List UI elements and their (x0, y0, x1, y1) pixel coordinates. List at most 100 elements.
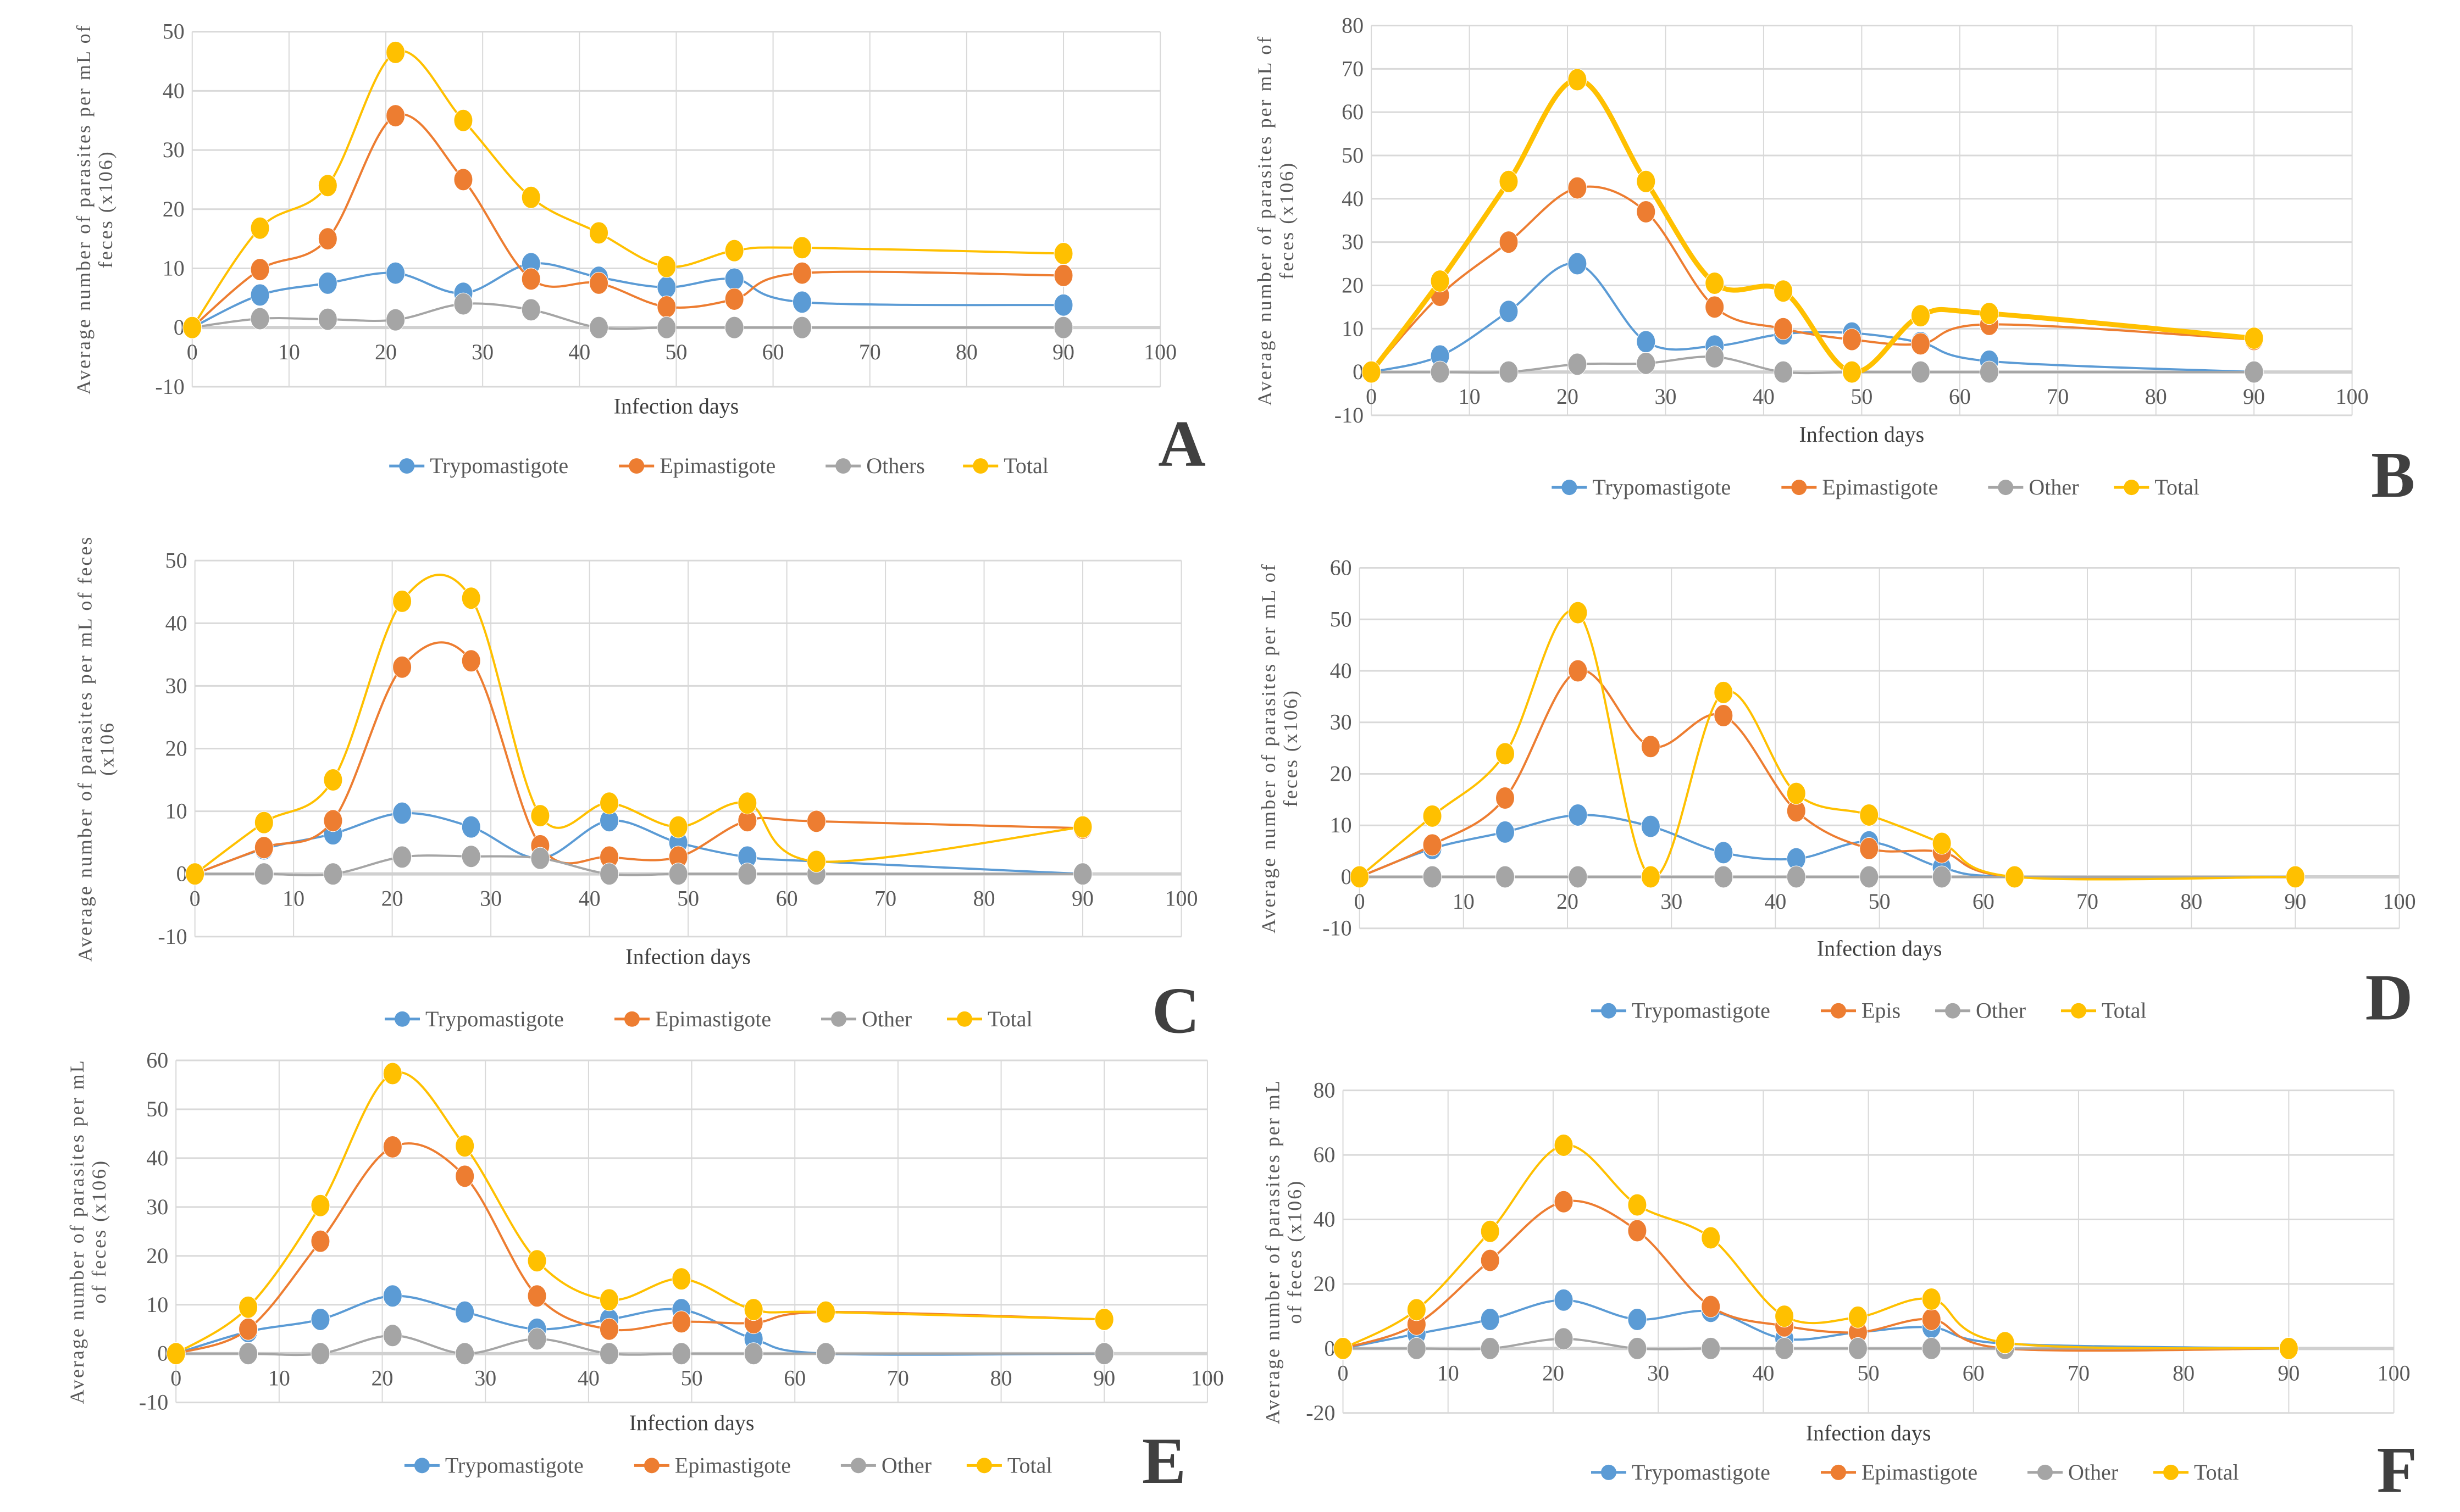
x-tick-label: 90 (2278, 1360, 2300, 1385)
data-point (250, 307, 270, 330)
data-point (657, 295, 677, 318)
legend-item: Trypomastigote (385, 1007, 564, 1031)
data-point (1627, 1193, 1647, 1216)
data-point (386, 308, 406, 331)
data-point (453, 109, 473, 132)
data-point (2244, 360, 2264, 383)
y-tick-label: 20 (163, 197, 185, 221)
y-tick-label: 20 (1314, 1271, 1336, 1296)
x-tick-label: 10 (1459, 384, 1481, 409)
data-point (668, 815, 688, 838)
y-tick-label: -20 (1306, 1400, 1335, 1425)
legend-marker (831, 1011, 846, 1027)
y-axis-label-line: of feces (x106) (1283, 1180, 1305, 1324)
x-tick-label: 100 (1144, 340, 1177, 364)
data-point (1350, 865, 1370, 888)
y-axis-label-line: feces (x106) (1276, 162, 1298, 280)
data-point (239, 1342, 258, 1365)
legend-item: Trypomastigote (389, 453, 568, 478)
data-point (386, 104, 406, 127)
data-point (1422, 833, 1442, 857)
y-axis-label-line: Average number of parasites per mL (66, 1059, 88, 1404)
x-tick-label: 50 (1869, 889, 1891, 914)
legend-marker (1945, 1003, 1960, 1019)
data-point (1774, 280, 1793, 303)
data-point (455, 1135, 475, 1158)
legend-marker (2124, 480, 2140, 496)
data-point (1094, 1308, 1114, 1331)
data-point (1627, 1219, 1647, 1242)
series-total (1333, 1133, 2298, 1360)
x-tick-label: 60 (776, 886, 798, 911)
x-tick-label: 30 (1660, 889, 1682, 914)
data-point (1406, 1298, 1426, 1321)
y-tick-label: 40 (1314, 1207, 1336, 1232)
y-tick-label: 70 (1342, 56, 1364, 81)
data-point (1495, 742, 1515, 765)
y-tick-label: 40 (146, 1146, 168, 1170)
data-point (250, 216, 270, 240)
legend-marker (399, 458, 415, 474)
data-point (1333, 1337, 1353, 1360)
data-point (1842, 328, 1862, 351)
data-point (1422, 804, 1442, 827)
y-tick-label: 50 (146, 1097, 168, 1121)
data-point (1073, 863, 1093, 886)
legend-item: Total (947, 1007, 1033, 1031)
x-tick-label: 50 (665, 340, 687, 364)
chart-panel-a: -10 0 10 20 30 40 50 0 10 20 30 40 50 60 70 80 90 100 Infe… (0, 0, 1209, 494)
data-point (311, 1342, 330, 1365)
data-point (1705, 272, 1725, 295)
x-tick-label: 50 (1858, 1360, 1880, 1385)
data-point (1786, 782, 1806, 805)
y-tick-label: -10 (1334, 403, 1364, 427)
legend-marker (957, 1011, 972, 1027)
data-point (1714, 704, 1733, 727)
data-point (816, 1342, 836, 1365)
x-tick-label: 60 (1949, 384, 1971, 409)
x-tick-label: 100 (1191, 1366, 1224, 1391)
x-tick-label: 60 (762, 340, 784, 364)
panel-letter: B (2371, 438, 2415, 511)
y-tick-label: 20 (1342, 273, 1364, 297)
legend-marker (1998, 480, 2014, 496)
y-axis-label-line: of feces (x106) (88, 1159, 110, 1304)
legend-item: Other (821, 1007, 912, 1031)
legend: Trypomastigote Epimastigote Other Total (404, 1453, 1052, 1477)
data-point (1567, 252, 1587, 275)
data-point (386, 41, 406, 64)
data-point (461, 587, 481, 610)
legend-label: Total (2102, 998, 2147, 1023)
data-point (318, 308, 337, 331)
data-point (323, 863, 343, 886)
data-point (1495, 820, 1515, 843)
data-point (744, 1298, 763, 1321)
legend-marker (2163, 1464, 2179, 1480)
legend-marker (850, 1458, 866, 1474)
legend-marker (1601, 1464, 1616, 1480)
y-tick-label: 40 (165, 610, 187, 635)
data-point (461, 845, 481, 868)
data-point (657, 316, 677, 339)
data-point (1406, 1337, 1426, 1360)
data-point (1054, 293, 1073, 316)
data-point (1636, 352, 1656, 375)
legend-item: Other (840, 1453, 932, 1477)
legend-label: Total (988, 1007, 1033, 1031)
x-tick-label: 0 (170, 1366, 181, 1391)
data-point (1499, 360, 1519, 383)
data-point (239, 1318, 258, 1341)
series-epimastigote (1333, 1190, 2298, 1360)
data-point (318, 227, 337, 251)
x-tick-label: 10 (282, 886, 304, 911)
y-axis-label: Average number of parasites per mL of fec… (73, 24, 117, 394)
y-tick-label: 0 (174, 315, 185, 340)
data-point (1701, 1295, 1721, 1318)
data-point (1422, 865, 1442, 888)
y-tick-label: 30 (1342, 230, 1364, 254)
data-point (254, 836, 274, 859)
data-point (2285, 865, 2305, 888)
data-point (386, 262, 406, 285)
